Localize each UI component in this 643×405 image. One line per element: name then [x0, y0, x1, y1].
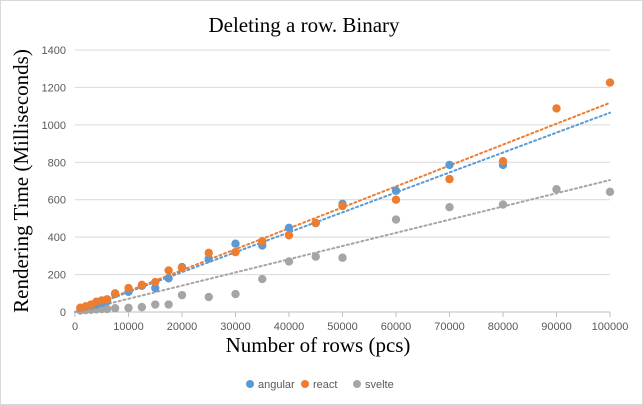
- x-axis-title: Number of rows (pcs): [226, 333, 411, 357]
- point-react: [338, 201, 347, 211]
- point-svelte: [391, 215, 401, 224]
- y-tick-label: 600: [48, 195, 66, 207]
- point-react: [204, 248, 213, 258]
- point-react: [124, 283, 133, 293]
- trendline-angular: [74, 111, 611, 313]
- point-svelte: [605, 187, 615, 197]
- point-react: [177, 263, 187, 273]
- point-svelte: [177, 290, 187, 300]
- y-tick-label: 200: [48, 270, 66, 282]
- point-react: [445, 174, 454, 184]
- x-tick-label: 20000: [167, 321, 198, 333]
- x-tick-label: 60000: [381, 321, 412, 333]
- point-angular: [151, 283, 160, 293]
- point-react: [137, 280, 147, 290]
- x-tick-label: 50000: [327, 321, 358, 333]
- point-react: [258, 237, 267, 246]
- point-svelte: [102, 304, 112, 314]
- chart-title: Deleting a row. Binary: [208, 13, 400, 37]
- gridlines: [75, 49, 610, 276]
- point-angular: [204, 254, 213, 263]
- legend: angular react svelte: [246, 379, 394, 391]
- x-tick-label: 30000: [220, 321, 251, 333]
- legend-label-svelte: svelte: [365, 379, 394, 391]
- axes: [74, 311, 611, 317]
- x-tick-label: 70000: [434, 321, 465, 333]
- x-tick-label: 10000: [113, 321, 144, 333]
- point-angular: [231, 239, 240, 248]
- point-svelte: [137, 302, 147, 312]
- point-svelte: [164, 300, 173, 309]
- tick-labels: 0 200 400 600 800 1000 1200 1400 0 10000 20000 3000…: [42, 45, 629, 333]
- y-tick-label: 1000: [42, 120, 66, 132]
- point-react: [284, 231, 294, 240]
- point-react: [311, 218, 320, 228]
- point-svelte: [498, 200, 508, 209]
- point-svelte: [204, 292, 213, 302]
- point-svelte: [231, 289, 240, 299]
- point-react: [151, 277, 160, 287]
- point-react: [552, 104, 561, 113]
- point-angular: [164, 274, 173, 283]
- point-angular: [391, 186, 401, 195]
- x-tick-label: 90000: [541, 321, 572, 333]
- point-svelte: [284, 257, 294, 266]
- point-svelte: [311, 252, 320, 261]
- legend-marker-svelte: [353, 380, 361, 388]
- trendline-svelte: [74, 179, 611, 313]
- legend-label-react: react: [313, 379, 337, 391]
- point-angular: [445, 160, 454, 170]
- point-svelte: [124, 303, 133, 313]
- y-tick-label: 0: [60, 307, 66, 319]
- x-tick-label: 0: [72, 321, 78, 333]
- x-tick-label: 80000: [488, 321, 519, 333]
- point-react: [498, 156, 508, 166]
- point-svelte: [151, 300, 160, 309]
- point-svelte: [552, 185, 561, 194]
- point-svelte: [110, 304, 120, 313]
- y-axis-title: Rendering Time (Milliseconds): [9, 49, 33, 313]
- point-svelte: [445, 203, 454, 212]
- legend-marker-angular: [246, 380, 254, 388]
- y-tick-label: 1400: [42, 45, 66, 57]
- y-tick-label: 800: [48, 157, 66, 169]
- point-react: [102, 295, 112, 304]
- point-svelte: [338, 253, 347, 262]
- x-tick-label: 40000: [274, 321, 305, 333]
- point-angular: [284, 223, 294, 232]
- point-svelte: [258, 274, 267, 284]
- legend-label-angular: angular: [258, 379, 295, 391]
- point-react: [164, 266, 173, 275]
- point-react: [110, 289, 120, 298]
- data-points: [76, 78, 615, 315]
- y-tick-label: 1200: [42, 82, 66, 94]
- point-react: [391, 195, 401, 204]
- legend-marker-react: [301, 380, 309, 388]
- point-react: [231, 247, 240, 257]
- y-tick-label: 400: [48, 232, 66, 244]
- x-tick-label: 100000: [592, 321, 629, 333]
- point-react: [605, 78, 615, 87]
